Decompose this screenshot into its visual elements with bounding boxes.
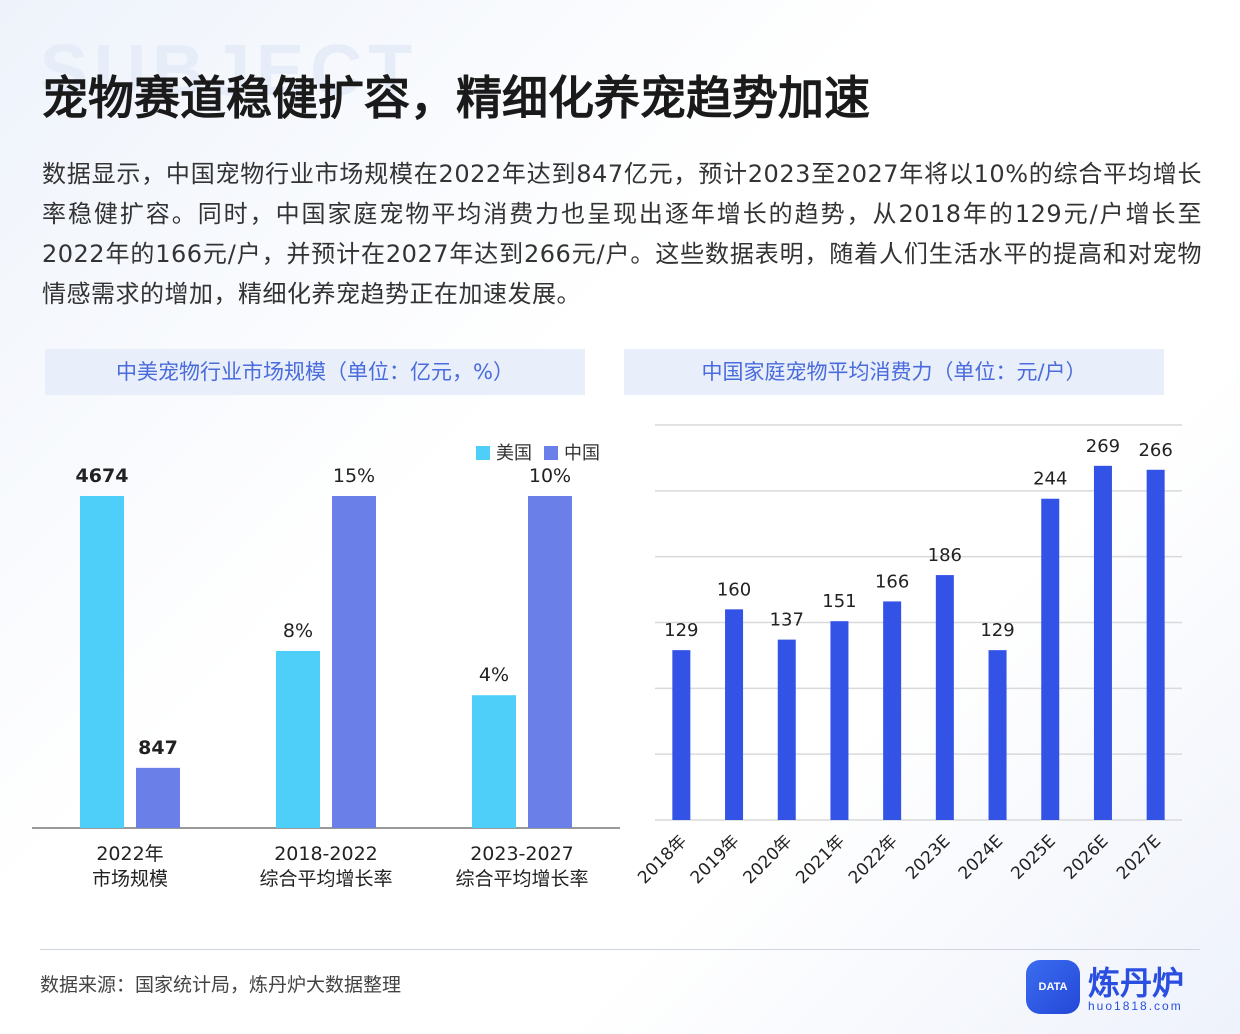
left-bar-label: 847 xyxy=(138,737,178,759)
right-bar-label: 266 xyxy=(1138,440,1172,461)
right-category-label: 2019年 xyxy=(687,831,744,888)
legend-swatch-cn xyxy=(544,446,558,460)
right-category-label: 2024E xyxy=(955,831,1007,883)
left-bar-label: 4% xyxy=(479,664,509,686)
legend-label-us: 美国 xyxy=(496,443,532,464)
right-bar-label: 186 xyxy=(928,545,962,566)
right-bar-label: 151 xyxy=(822,591,856,612)
brand-badge-icon: DATA xyxy=(1026,960,1080,1014)
right-bar-label: 166 xyxy=(875,571,909,592)
left-chart-title: 中美宠物行业市场规模（单位：亿元，%） xyxy=(45,349,585,395)
legend-swatch-us xyxy=(476,446,490,460)
brand-logo: DATA 炼丹炉 huo1818.com xyxy=(1026,958,1206,1018)
right-bar-4 xyxy=(883,601,902,820)
left-bar-cn-0 xyxy=(136,767,180,828)
right-bar-label: 160 xyxy=(717,579,751,600)
right-bar-6 xyxy=(988,650,1007,820)
left-bar-us-1 xyxy=(276,650,320,828)
right-category-label: 2020年 xyxy=(740,831,797,888)
right-category-label: 2025E xyxy=(1007,831,1059,883)
brand-url: huo1818.com xyxy=(1088,999,1183,1013)
right-bar-label: 129 xyxy=(664,620,698,641)
left-category-label: 2018-2022 xyxy=(274,843,378,865)
right-category-label: 2021年 xyxy=(792,831,849,888)
left-bar-label: 10% xyxy=(529,465,571,487)
footer-divider xyxy=(40,949,1200,950)
right-chart-title: 中国家庭宠物平均消费力（单位：元/户） xyxy=(624,349,1164,395)
right-bar-7 xyxy=(1041,498,1060,820)
background-watermark: SUBJECT xyxy=(40,31,419,111)
right-bar-9 xyxy=(1146,469,1165,820)
right-bar-3 xyxy=(830,621,849,820)
right-bar-label: 129 xyxy=(980,620,1014,641)
right-bar-0 xyxy=(672,650,691,820)
right-bar-label: 269 xyxy=(1086,436,1120,457)
legend-label-cn: 中国 xyxy=(564,443,600,464)
left-category-label: 2022年 xyxy=(96,843,163,865)
right-bar-label: 137 xyxy=(770,610,804,631)
right-bar-label: 244 xyxy=(1033,469,1067,490)
right-bar-1 xyxy=(725,609,744,820)
right-bar-8 xyxy=(1093,465,1112,820)
right-bar-5 xyxy=(935,575,954,820)
left-bar-us-0 xyxy=(80,496,124,828)
left-category-label: 综合平均增长率 xyxy=(455,868,588,890)
right-category-label: 2022年 xyxy=(845,831,902,888)
right-category-label: 2026E xyxy=(1060,831,1112,883)
left-category-label: 市场规模 xyxy=(92,868,168,890)
left-category-label: 综合平均增长率 xyxy=(259,868,392,890)
brand-name: 炼丹炉 xyxy=(1088,964,1185,1002)
left-bar-cn-1 xyxy=(332,496,376,828)
page-title: 宠物赛道稳健扩容，精细化养宠趋势加速 xyxy=(42,71,870,125)
left-bar-cn-2 xyxy=(528,496,572,828)
intro-paragraph: 数据显示，中国宠物行业市场规模在2022年达到847亿元，预计2023至2027… xyxy=(42,160,1202,308)
right-category-label: 2018年 xyxy=(634,831,691,888)
left-bar-label: 8% xyxy=(283,620,313,642)
right-category-label: 2023E xyxy=(902,831,954,883)
left-bar-label: 4674 xyxy=(76,465,129,487)
right-bar-2 xyxy=(777,639,796,820)
left-bar-us-2 xyxy=(472,695,516,828)
data-source: 数据来源：国家统计局，炼丹炉大数据整理 xyxy=(40,974,402,996)
left-category-label: 2023-2027 xyxy=(470,843,574,865)
left-bar-label: 15% xyxy=(333,465,375,487)
right-category-label: 2027E xyxy=(1113,831,1165,883)
